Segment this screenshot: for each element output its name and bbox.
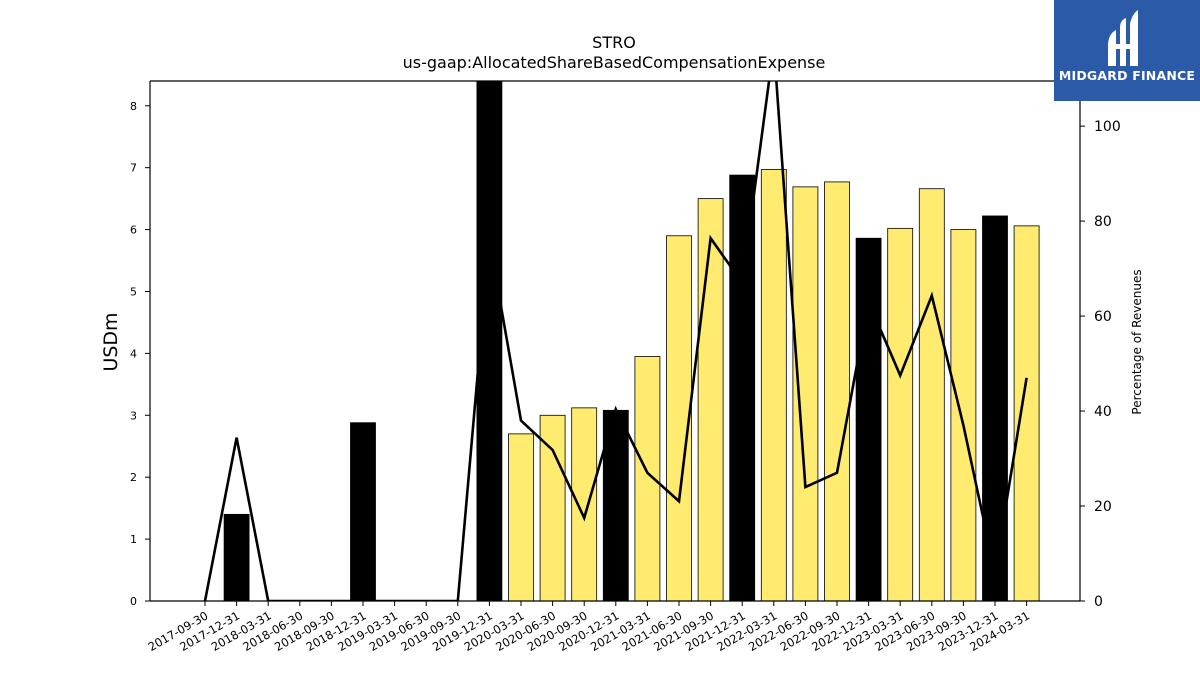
- y-tick-label-1: 1: [130, 533, 137, 546]
- chart-title: STRO: [592, 33, 636, 52]
- y2-tick-label-40: 40: [1094, 404, 1112, 420]
- y-tick-label-8: 8: [130, 100, 137, 113]
- bar-2022-03-31: [760, 169, 787, 602]
- bar-2021-06-30: [666, 235, 692, 602]
- y-tick-label-0: 0: [130, 595, 137, 608]
- bar-2023-06-30: [918, 188, 945, 602]
- y2-tick-label-20: 20: [1094, 499, 1112, 515]
- chart-subtitle: us-gaap:AllocatedShareBasedCompensationE…: [403, 53, 826, 72]
- y2-axis-label: Percentage of Revenues: [1130, 269, 1144, 414]
- revenue-percentage-line: [203, 81, 1028, 601]
- bar-2021-12-31: [729, 174, 756, 602]
- bar-2017-12-31: [223, 513, 250, 602]
- y2-tick-label-60: 60: [1094, 309, 1112, 325]
- bar-2022-12-31: [855, 237, 882, 602]
- bar-2020-09-30: [571, 407, 598, 602]
- bar-2022-06-30: [792, 186, 819, 602]
- bar-2020-03-31: [508, 433, 534, 602]
- y2-tick-label-0: 0: [1094, 594, 1103, 610]
- y-tick-label-4: 4: [130, 347, 137, 360]
- midgard-finance-logo: MIDGARD FINANCE: [1054, 0, 1200, 101]
- bar-2023-03-31: [887, 227, 914, 602]
- bar-2022-09-30: [824, 181, 850, 602]
- bar-2023-12-31: [982, 215, 1008, 602]
- bar-2024-03-31: [1013, 225, 1040, 602]
- y-tick-label-7: 7: [130, 162, 137, 175]
- logo-mark-icon: [1108, 10, 1138, 66]
- y2-tick-label-80: 80: [1094, 214, 1112, 230]
- y-tick-label-5: 5: [130, 285, 137, 298]
- y-axis-label: USDm: [100, 312, 122, 371]
- bar-2023-09-30: [950, 229, 977, 602]
- y-tick-label-6: 6: [130, 224, 137, 237]
- y-tick-label-3: 3: [130, 409, 137, 422]
- bar-2021-03-31: [634, 356, 661, 602]
- logo-text: MIDGARD FINANCE: [1058, 68, 1196, 83]
- bar-2021-09-30: [697, 198, 724, 602]
- bar-2018-12-31: [350, 422, 376, 602]
- bar-2020-06-30: [539, 414, 566, 602]
- y-tick-label-2: 2: [130, 471, 137, 484]
- y2-tick-label-100: 100: [1094, 119, 1121, 135]
